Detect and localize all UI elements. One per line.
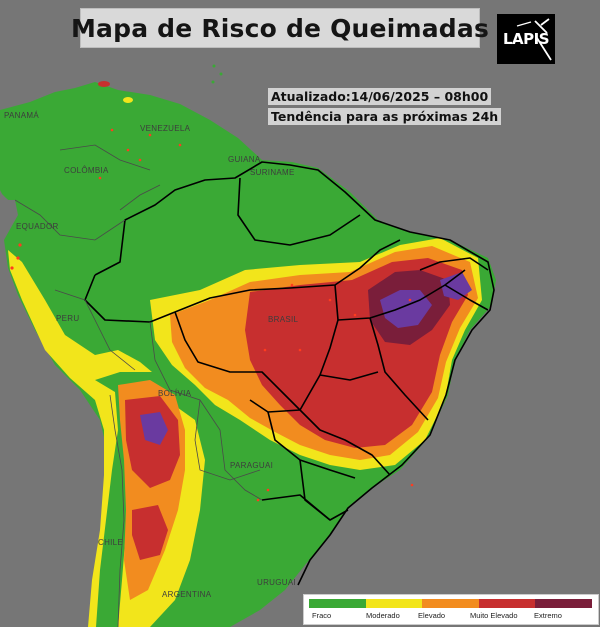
risk-muito-elevado-south [132,505,168,560]
legend-label-elevado: Elevado [418,611,446,620]
risk-critico-northeast [380,290,432,328]
country-label-venezuela: VENEZUELA [140,124,191,133]
legend-swatch-elevado [422,599,479,608]
satellite-icon [516,18,552,61]
lapis-logo: LAPIS [497,14,555,64]
ocean-inlet [0,192,14,240]
risk-moderado-andes [8,250,152,627]
map-title: Mapa de Risco de Queimadas [71,8,489,48]
state-boundaries [84,161,495,586]
country-label-chile: CHILE [98,538,124,547]
country-label-panama: PANAMÁ [4,111,39,120]
country-label-bolivia: BOLÍVIA [158,389,192,398]
country-label-peru: PERU [56,314,80,323]
risk-legend: Fraco Moderado Elevado Muito Elevado Ext… [303,594,599,625]
legend-color-bar [309,599,592,608]
risk-critico-northeast-2 [440,272,472,300]
legend-swatch-muito-elevado [478,599,536,608]
update-info: Atualizado:14/06/2025 – 08h00 Tendência … [268,88,502,128]
legend-label-fraco: Fraco [312,611,332,620]
update-timestamp: Atualizado:14/06/2025 – 08h00 [268,88,492,105]
logo-text: LAPIS [502,30,550,48]
country-label-colombia: COLÔMBIA [64,166,109,175]
forecast-trend: Tendência para as próximas 24h [268,108,502,125]
legend-label-moderado: Moderado [366,611,400,620]
legend-swatch-extremo [535,599,592,608]
legend-label-muito-elevado: Muito Elevado [470,611,518,620]
country-label-brasil: BRASIL [268,315,299,324]
caribbean-islands [98,64,223,103]
map-title-text: Mapa de Risco de Queimadas [70,13,490,43]
legend-swatch-moderado [365,599,423,608]
fire-hotspots [10,128,414,502]
country-label-paraguai: PARAGUAI [230,461,274,470]
country-label-suriname: SURINAME [250,168,295,177]
country-label-argentina: ARGENTINA [162,590,212,599]
legend-swatch-fraco [309,599,366,608]
country-label-uruguai: URUGUAI [257,578,296,587]
country-borders [14,144,263,627]
risk-critico-bolivia [140,412,168,445]
legend-label-extremo: Extremo [534,611,562,620]
country-label-guiana: GUIANA [228,155,261,164]
country-label-equador: EQUADOR [16,222,59,231]
